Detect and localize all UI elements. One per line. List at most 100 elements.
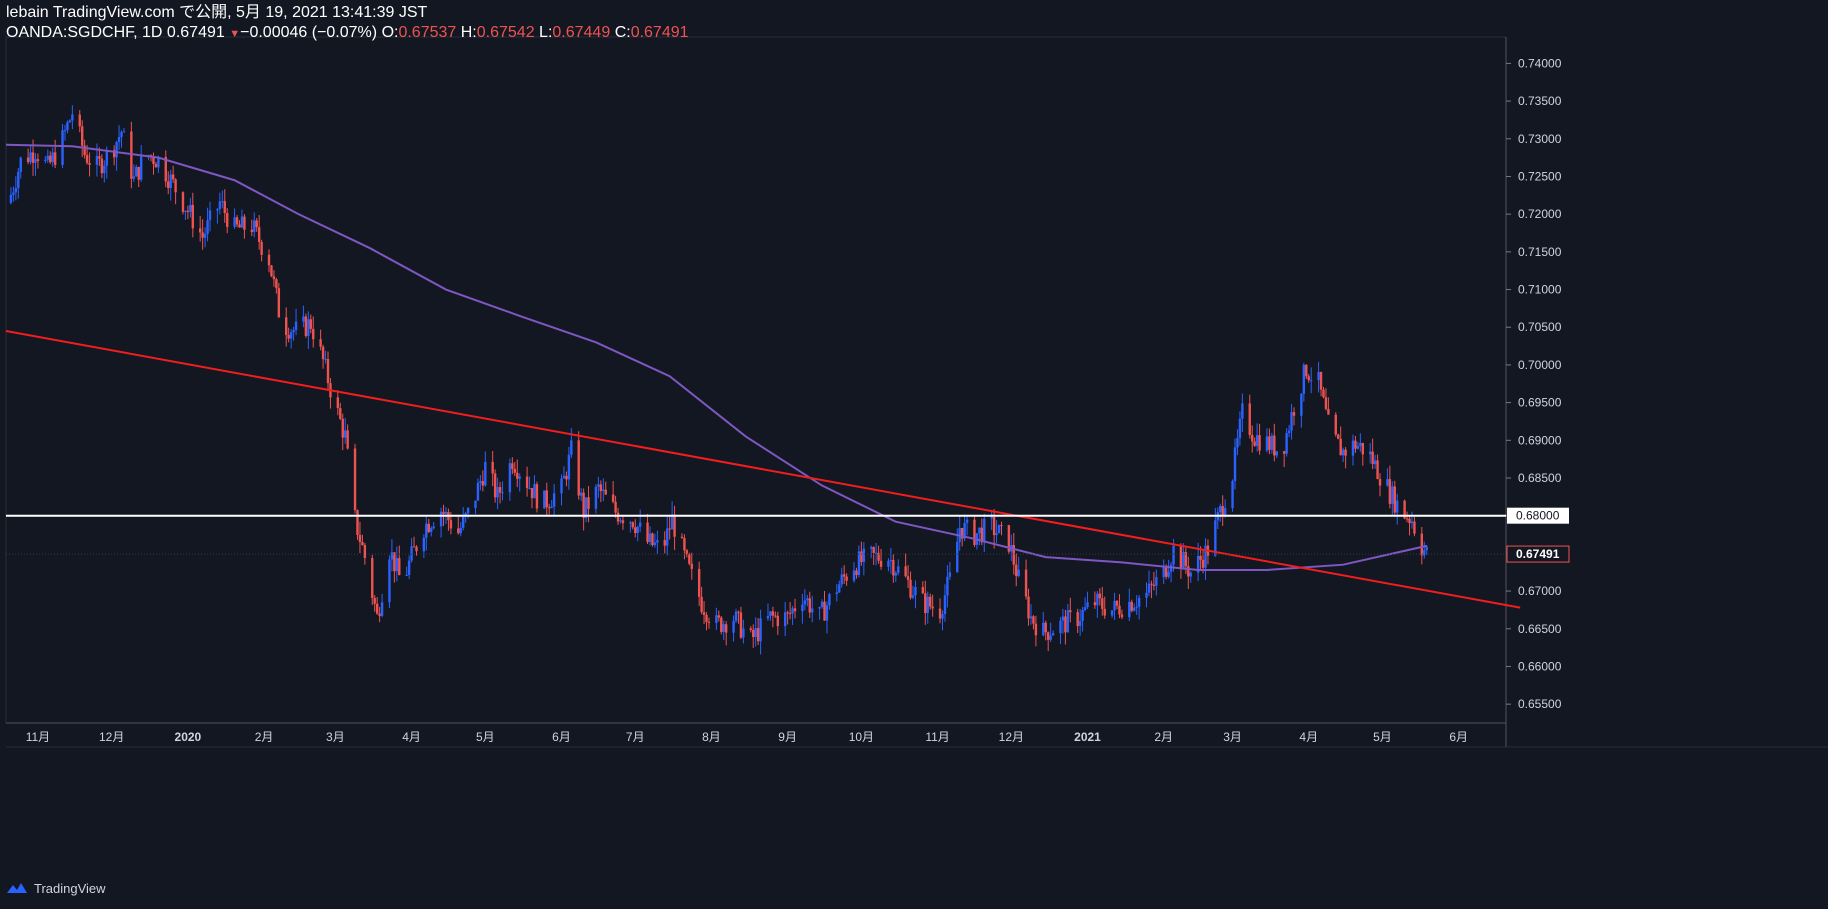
candle-body xyxy=(838,584,841,593)
candle-body xyxy=(941,614,944,619)
candle-body xyxy=(361,542,364,545)
candle-body xyxy=(1273,435,1276,456)
candle-body xyxy=(267,254,271,266)
candle-body xyxy=(1322,389,1325,398)
candle-body xyxy=(872,547,875,553)
candle-body xyxy=(493,473,497,498)
candle-body xyxy=(1000,525,1003,527)
candle-body xyxy=(1290,412,1293,431)
candle-body xyxy=(201,232,204,238)
candle-body xyxy=(1155,577,1158,586)
candle-body xyxy=(904,566,907,577)
candle-body xyxy=(498,487,502,493)
candle-body xyxy=(1339,438,1342,456)
candle-body xyxy=(1024,569,1028,597)
candle-body xyxy=(1214,520,1217,556)
candle-body xyxy=(184,210,187,212)
candle-body xyxy=(852,570,856,581)
candle-body xyxy=(769,611,772,617)
candle-body xyxy=(1066,610,1070,633)
candle-body xyxy=(164,156,167,182)
candle-body xyxy=(1081,610,1084,622)
candle-body xyxy=(53,152,57,165)
candle-body xyxy=(26,157,30,163)
y-tick-label: 0.70500 xyxy=(1518,320,1562,334)
x-tick-label: 2月 xyxy=(1154,730,1173,744)
candle-body xyxy=(1133,607,1136,611)
tradingview-footer[interactable]: TradingView xyxy=(6,880,106,896)
candle-body xyxy=(666,528,669,546)
candle-body xyxy=(444,511,448,514)
close-label: C: xyxy=(614,24,631,41)
candle-body xyxy=(1078,621,1082,627)
candle-body xyxy=(484,461,487,486)
candle-body xyxy=(312,328,315,340)
candle-body xyxy=(292,329,295,333)
candle-body xyxy=(1113,600,1116,611)
candle-body xyxy=(653,542,657,546)
candle-body xyxy=(1184,552,1188,567)
candle-body xyxy=(398,558,401,576)
candle-body xyxy=(1378,479,1382,486)
candle-body xyxy=(1076,612,1079,627)
candle-body xyxy=(879,560,883,567)
candle-body xyxy=(840,574,843,585)
candle-body xyxy=(550,506,553,508)
candle-body xyxy=(1309,380,1313,382)
candle-body xyxy=(309,319,312,329)
candle-body xyxy=(1118,605,1121,615)
candle-body xyxy=(835,592,839,595)
candle-body xyxy=(1371,451,1374,465)
x-tick-label: 2月 xyxy=(255,730,274,744)
candle-body xyxy=(806,598,809,601)
candle-body xyxy=(432,526,435,529)
candle-body xyxy=(616,512,620,522)
candle-body xyxy=(1275,451,1278,456)
candle-body xyxy=(1137,597,1141,607)
candle-body xyxy=(319,339,322,347)
candle-body xyxy=(1287,430,1291,434)
publisher-line: lebain TradingView.com で公開, 5月 19, 2021 … xyxy=(6,4,428,21)
candle-body xyxy=(152,156,155,164)
candle-body xyxy=(983,518,986,543)
candle-body xyxy=(474,500,477,508)
candle-body xyxy=(1359,443,1362,446)
candle-body xyxy=(906,576,910,580)
candle-body xyxy=(1405,518,1409,520)
candle-body xyxy=(584,497,588,518)
x-tick-label: 6月 xyxy=(1449,730,1468,744)
candle-body xyxy=(663,540,666,546)
candle-body xyxy=(776,615,780,627)
candle-body xyxy=(793,608,797,612)
candle-body xyxy=(1305,364,1308,377)
candle-body xyxy=(548,507,551,509)
candle-body xyxy=(1061,616,1065,621)
candle-body xyxy=(530,488,534,499)
candle-body xyxy=(980,527,984,543)
candle-body xyxy=(528,488,531,490)
candle-body xyxy=(375,603,379,614)
candle-body xyxy=(1354,440,1357,449)
candle-body xyxy=(562,475,566,479)
candle-body xyxy=(1098,593,1102,599)
candle-body xyxy=(501,492,504,494)
candle-body xyxy=(533,484,536,499)
candle-body xyxy=(186,210,190,212)
candle-body xyxy=(255,220,258,228)
candle-body xyxy=(105,150,108,166)
candle-body xyxy=(223,201,226,213)
candle-body xyxy=(1413,521,1416,534)
candle-body xyxy=(1179,545,1183,569)
candle-body xyxy=(702,612,706,615)
candle-body xyxy=(36,159,40,162)
candle-body xyxy=(395,558,399,572)
candle-body xyxy=(1388,479,1392,504)
candle-body xyxy=(174,179,177,193)
candle-body xyxy=(518,476,521,479)
candle-body xyxy=(1285,433,1288,454)
candle-body xyxy=(894,572,897,576)
candle-body xyxy=(870,547,873,549)
candle-body xyxy=(567,454,571,480)
candle-body xyxy=(929,596,932,607)
